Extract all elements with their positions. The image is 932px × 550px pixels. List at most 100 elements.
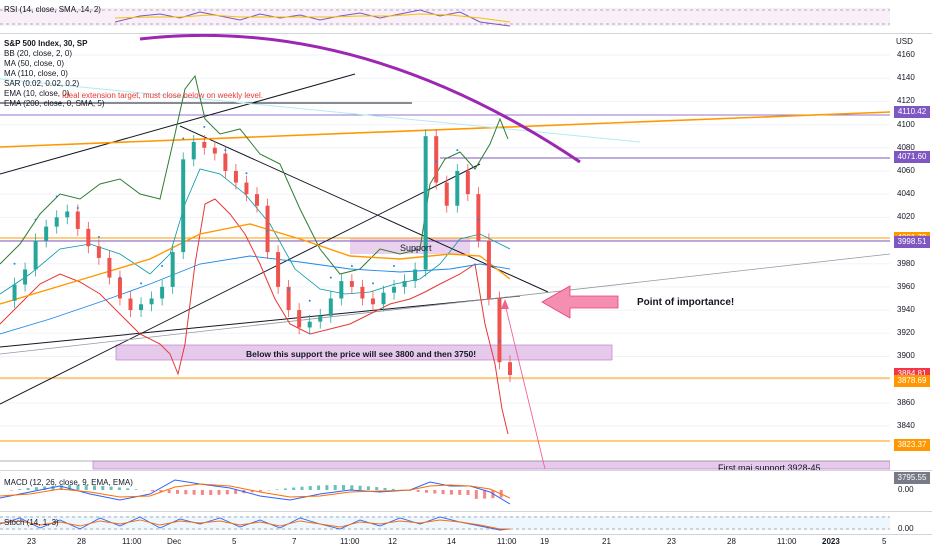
- price-tick-10: 3960: [897, 281, 915, 291]
- candle-body: [370, 298, 375, 305]
- indicator-legend: S&P 500 Index, 30, SP BB (20, close, 2, …: [4, 39, 104, 109]
- price-tick-1: 4140: [897, 73, 915, 83]
- candle-body: [149, 298, 154, 305]
- legend-ma50[interactable]: MA (50, close, 0): [4, 59, 65, 68]
- macd-bar: [159, 490, 163, 493]
- price-tick-6: 4040: [897, 189, 915, 199]
- price-tick-2: 4120: [897, 96, 915, 106]
- price-tick-4: 4080: [897, 142, 915, 152]
- rsi-pane: [0, 8, 890, 27]
- macd-bar: [350, 485, 354, 490]
- price-tag-5: 3878.69: [894, 375, 930, 388]
- macd-bar: [18, 489, 22, 490]
- rsi-label: RSI (14, close, SMA, 14, 2): [4, 5, 101, 14]
- price-tick-5: 4060: [897, 165, 915, 175]
- time-tick-2: 11:00: [122, 537, 142, 546]
- macd-bar: [391, 488, 395, 490]
- price-tick-9: 3980: [897, 258, 915, 268]
- sar-dot: [224, 149, 227, 152]
- sar-dot: [371, 282, 374, 285]
- macd-label: MACD (12, 26, close, 9, EMA, EMA): [4, 478, 133, 487]
- macd-bar: [441, 490, 445, 495]
- time-tick-14: 11:00: [777, 537, 797, 546]
- macd-bar: [68, 485, 72, 490]
- macd-bar: [151, 490, 155, 492]
- price-tick-0: 4160: [897, 50, 915, 59]
- candle-body: [297, 310, 302, 328]
- macd-zero: 0.00: [898, 485, 914, 494]
- legend-symbol[interactable]: S&P 500 Index, 30, SP: [4, 39, 88, 48]
- candle-body: [86, 228, 91, 247]
- legend-ma110[interactable]: MA (110, close, 0): [4, 69, 68, 78]
- time-tick-7: 12: [388, 537, 397, 546]
- macd-bar: [366, 486, 370, 490]
- sar-dot: [55, 195, 58, 198]
- sar-dot: [477, 218, 480, 221]
- legend-ema200[interactable]: EMA (200, close, 0, SMA, 5): [4, 99, 105, 108]
- macd-bar: [358, 485, 362, 490]
- macd-bar: [259, 490, 262, 492]
- macd-bar: [109, 486, 113, 490]
- macd-bar: [76, 485, 80, 490]
- price-tick-7: 4020: [897, 212, 915, 222]
- currency-label: USD: [896, 37, 913, 46]
- sar-dot: [435, 160, 438, 163]
- sar-dot: [76, 207, 79, 210]
- candle-body: [402, 281, 407, 287]
- time-tick-0: 23: [27, 537, 36, 546]
- stoch-pane: [0, 516, 890, 531]
- importance-arrow: [541, 285, 619, 319]
- macd-bar: [275, 489, 279, 490]
- price-pane: [0, 34, 890, 470]
- candle-body: [96, 246, 101, 258]
- candle-body: [339, 281, 344, 299]
- support-zone: [350, 238, 470, 254]
- macd-bar: [93, 485, 96, 490]
- candle-body: [65, 211, 70, 218]
- macd-bar: [176, 490, 179, 494]
- sar-dot: [414, 247, 417, 250]
- candle-body: [202, 141, 207, 148]
- sar-dot: [245, 172, 248, 175]
- candle-body: [265, 205, 270, 253]
- legend-ema10[interactable]: EMA (10, close, 0): [4, 89, 70, 98]
- bb-basis: [0, 168, 511, 295]
- candle-body: [349, 281, 354, 287]
- time-tick-9: 11:00: [497, 537, 517, 546]
- macd-bar: [308, 486, 312, 490]
- macd-bar: [200, 490, 204, 495]
- candles: [12, 125, 512, 382]
- macd-bar: [283, 488, 287, 490]
- candle-body: [497, 298, 502, 363]
- macd-bar: [43, 486, 47, 490]
- time-tick-13: 28: [727, 537, 736, 546]
- bb-upper: [0, 74, 509, 275]
- candle-body: [328, 298, 333, 316]
- macd-bar: [383, 487, 387, 490]
- candle-body: [181, 159, 186, 253]
- candle-body: [244, 182, 249, 195]
- price-tick-3: 4100: [897, 119, 915, 129]
- time-tick-15: 2023: [822, 537, 840, 546]
- time-tick-8: 14: [447, 537, 456, 546]
- legend-sar[interactable]: SAR (0.02, 0.02, 0.2): [4, 79, 80, 88]
- candle-body: [107, 257, 112, 278]
- first-major-support-label: First maj support 3928-45: [718, 463, 821, 471]
- sar-dot: [498, 340, 501, 343]
- macd-bar: [433, 490, 437, 494]
- stoch-d: [0, 519, 510, 530]
- candle-body: [191, 141, 196, 160]
- candle-body: [276, 252, 281, 287]
- sar-dot: [182, 137, 185, 140]
- candle-body: [444, 182, 449, 206]
- candle-body: [233, 170, 238, 183]
- macd-bar: [167, 490, 171, 494]
- support-label: Support: [400, 243, 432, 253]
- macd-bar: [126, 488, 130, 490]
- candle-body: [75, 211, 80, 229]
- candle-body: [318, 315, 323, 322]
- legend-bb[interactable]: BB (20, close, 2, 0): [4, 49, 73, 58]
- candle-body: [128, 298, 133, 311]
- candle-body: [434, 136, 439, 183]
- candle-body: [44, 226, 49, 241]
